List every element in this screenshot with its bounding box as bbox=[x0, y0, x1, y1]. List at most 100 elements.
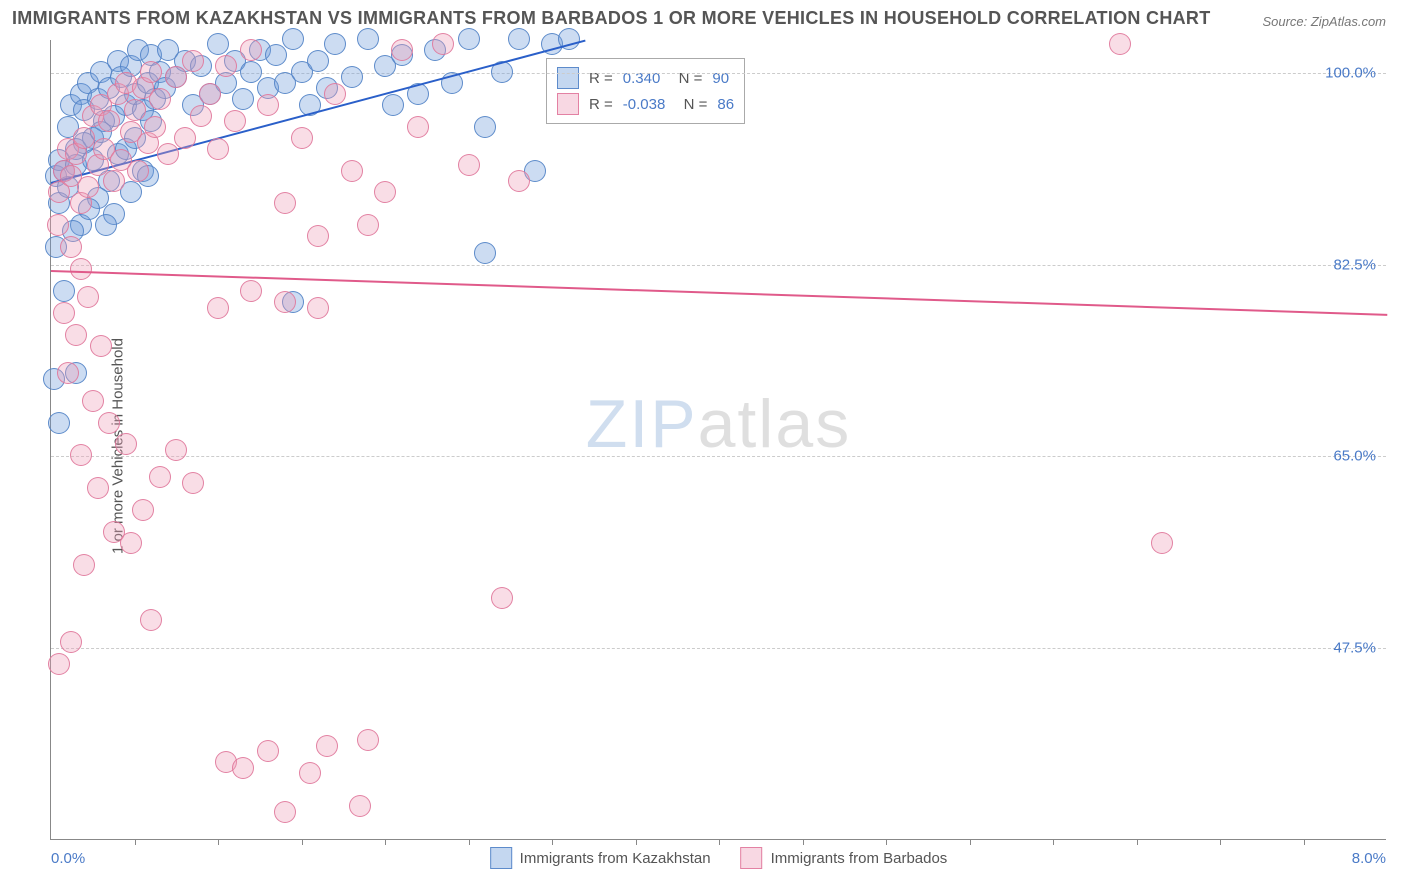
x-tick bbox=[719, 839, 720, 845]
scatter-point bbox=[307, 50, 329, 72]
scatter-point bbox=[65, 324, 87, 346]
scatter-point bbox=[132, 499, 154, 521]
x-tick bbox=[803, 839, 804, 845]
scatter-point bbox=[265, 44, 287, 66]
source-label: Source: ZipAtlas.com bbox=[1262, 14, 1386, 29]
x-tick bbox=[302, 839, 303, 845]
scatter-point bbox=[47, 214, 69, 236]
legend-swatch-a bbox=[557, 67, 579, 89]
legend-swatch-b bbox=[557, 93, 579, 115]
scatter-point bbox=[274, 192, 296, 214]
scatter-point bbox=[316, 735, 338, 757]
scatter-point bbox=[407, 116, 429, 138]
scatter-point bbox=[103, 170, 125, 192]
scatter-point bbox=[174, 127, 196, 149]
bottom-swatch-b bbox=[741, 847, 763, 869]
scatter-point bbox=[491, 587, 513, 609]
scatter-point bbox=[374, 181, 396, 203]
watermark-zip: ZIP bbox=[586, 386, 698, 462]
scatter-point bbox=[1109, 33, 1131, 55]
x-axis-min-label: 0.0% bbox=[51, 850, 85, 867]
scatter-point bbox=[207, 138, 229, 160]
legend-row-series-a: R = 0.340 N = 90 bbox=[557, 65, 734, 91]
scatter-point bbox=[508, 28, 530, 50]
legend-r-label: R = bbox=[589, 96, 613, 113]
scatter-point bbox=[199, 83, 221, 105]
scatter-point bbox=[98, 412, 120, 434]
scatter-point bbox=[207, 297, 229, 319]
scatter-point bbox=[77, 176, 99, 198]
x-tick bbox=[1137, 839, 1138, 845]
y-tick-label: 47.5% bbox=[1333, 640, 1376, 657]
scatter-point bbox=[95, 214, 117, 236]
x-tick bbox=[552, 839, 553, 845]
scatter-point bbox=[240, 61, 262, 83]
scatter-point bbox=[73, 554, 95, 576]
scatter-point bbox=[257, 94, 279, 116]
scatter-point bbox=[458, 154, 480, 176]
scatter-point bbox=[224, 110, 246, 132]
scatter-point bbox=[341, 66, 363, 88]
x-tick bbox=[886, 839, 887, 845]
scatter-point bbox=[165, 66, 187, 88]
scatter-point bbox=[458, 28, 480, 50]
scatter-point bbox=[357, 729, 379, 751]
scatter-point bbox=[341, 160, 363, 182]
legend-n-label: N = bbox=[675, 96, 707, 113]
bottom-legend-item-a: Immigrants from Kazakhstan bbox=[490, 847, 711, 869]
scatter-point bbox=[120, 532, 142, 554]
legend-row-series-b: R = -0.038 N = 86 bbox=[557, 91, 734, 117]
scatter-point bbox=[60, 236, 82, 258]
scatter-point bbox=[508, 170, 530, 192]
scatter-point bbox=[144, 116, 166, 138]
scatter-point bbox=[98, 110, 120, 132]
bottom-label-b: Immigrants from Barbados bbox=[771, 850, 948, 867]
scatter-point bbox=[240, 280, 262, 302]
scatter-point bbox=[474, 242, 496, 264]
bottom-label-a: Immigrants from Kazakhstan bbox=[520, 850, 711, 867]
x-tick bbox=[1304, 839, 1305, 845]
gridline bbox=[51, 265, 1386, 266]
scatter-point bbox=[73, 127, 95, 149]
scatter-point bbox=[291, 127, 313, 149]
gridline bbox=[51, 648, 1386, 649]
scatter-point bbox=[382, 94, 404, 116]
scatter-point bbox=[274, 291, 296, 313]
x-tick bbox=[135, 839, 136, 845]
x-tick bbox=[970, 839, 971, 845]
x-tick bbox=[1053, 839, 1054, 845]
scatter-point bbox=[240, 39, 262, 61]
scatter-point bbox=[82, 390, 104, 412]
scatter-point bbox=[307, 297, 329, 319]
scatter-point bbox=[70, 258, 92, 280]
scatter-point bbox=[140, 609, 162, 631]
x-tick bbox=[469, 839, 470, 845]
scatter-point bbox=[157, 143, 179, 165]
scatter-point bbox=[257, 740, 279, 762]
scatter-point bbox=[70, 444, 92, 466]
legend-r-value-b: -0.038 bbox=[623, 96, 666, 113]
x-tick bbox=[218, 839, 219, 845]
scatter-point bbox=[48, 412, 70, 434]
scatter-point bbox=[140, 61, 162, 83]
x-tick bbox=[1220, 839, 1221, 845]
scatter-point bbox=[357, 214, 379, 236]
scatter-point bbox=[1151, 532, 1173, 554]
x-tick bbox=[636, 839, 637, 845]
scatter-point bbox=[149, 88, 171, 110]
chart-title: IMMIGRANTS FROM KAZAKHSTAN VS IMMIGRANTS… bbox=[12, 8, 1211, 29]
scatter-point bbox=[182, 50, 204, 72]
scatter-point bbox=[215, 55, 237, 77]
scatter-point bbox=[60, 631, 82, 653]
scatter-point bbox=[324, 83, 346, 105]
scatter-point bbox=[474, 116, 496, 138]
scatter-point bbox=[87, 477, 109, 499]
scatter-point bbox=[77, 286, 99, 308]
scatter-point bbox=[57, 362, 79, 384]
scatter-point bbox=[432, 33, 454, 55]
x-axis-max-label: 8.0% bbox=[1352, 850, 1386, 867]
scatter-point bbox=[307, 225, 329, 247]
scatter-plot-area: ZIPatlas R = 0.340 N = 90 R = -0.038 N =… bbox=[50, 40, 1386, 840]
scatter-point bbox=[127, 160, 149, 182]
scatter-point bbox=[115, 433, 137, 455]
